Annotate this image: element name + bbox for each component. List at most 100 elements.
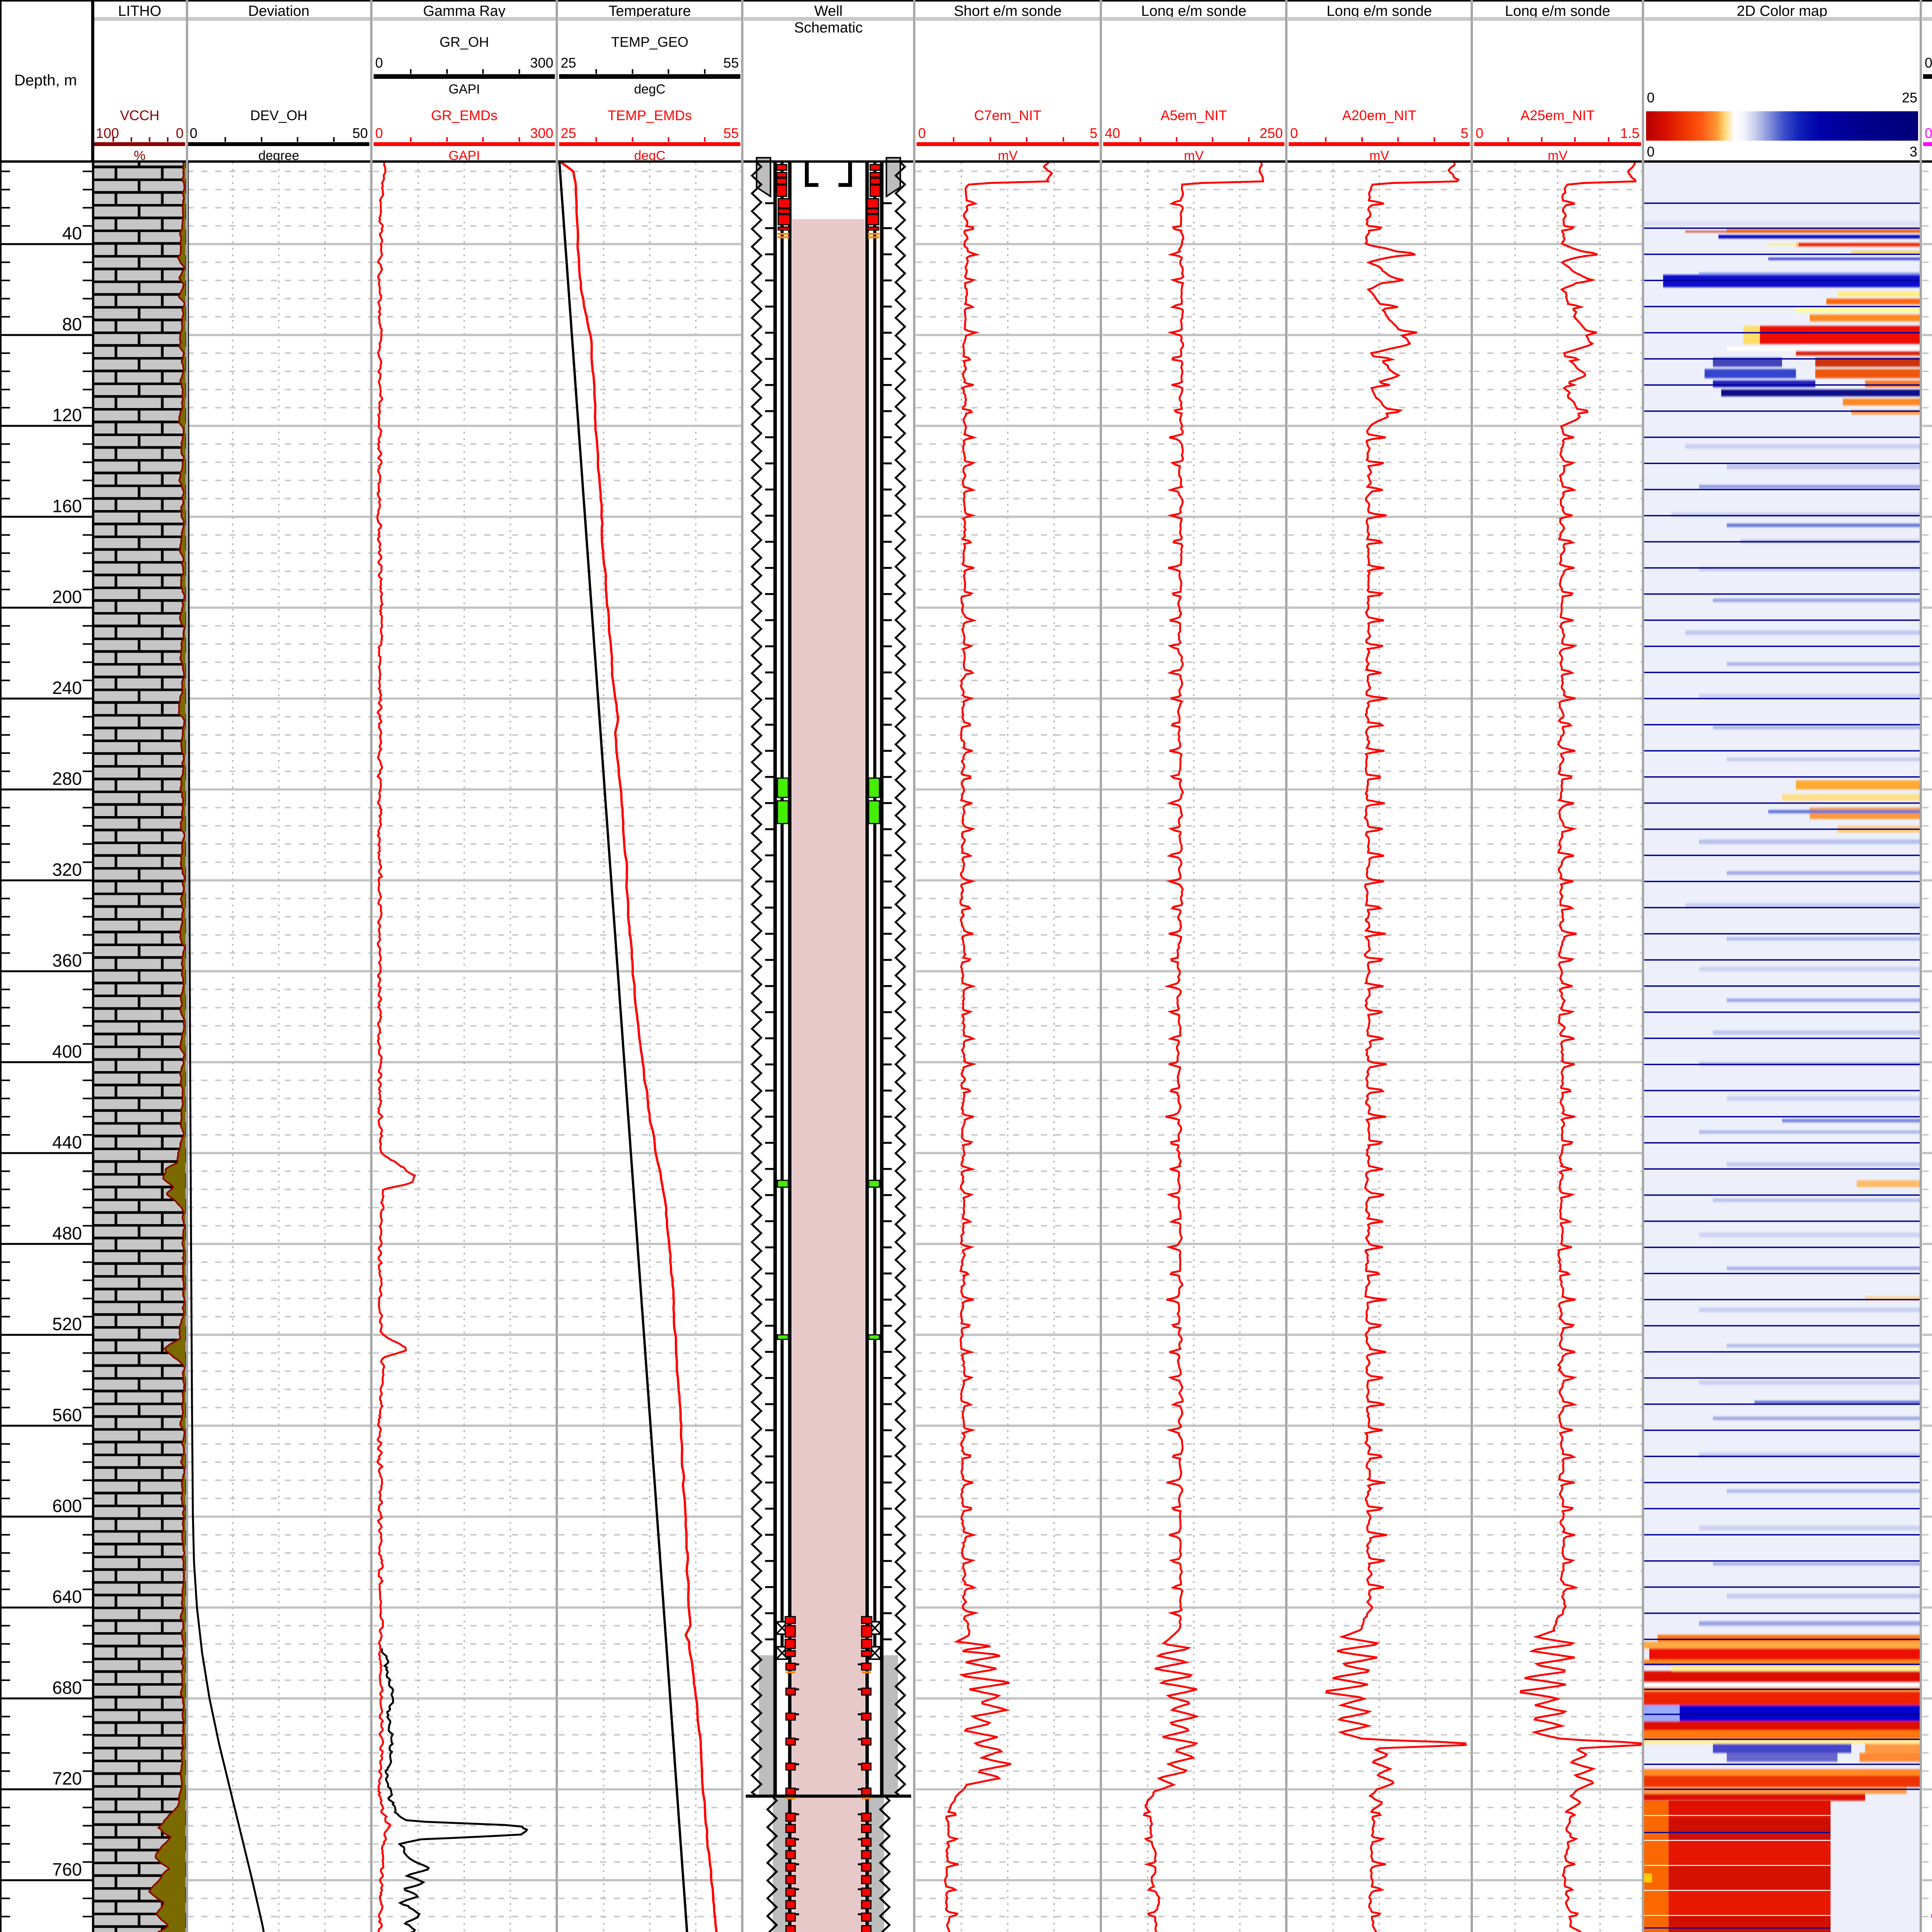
scale-tick <box>410 69 412 74</box>
track-plot-cmap <box>1644 162 1920 1932</box>
track-header-schem: Well Schematic <box>743 0 914 162</box>
scale-tick <box>1507 137 1509 142</box>
scale-tick <box>1212 137 1214 142</box>
scale-line <box>188 137 369 146</box>
svg-text:160: 160 <box>52 496 82 516</box>
scale-tick <box>1026 137 1028 142</box>
title-rule <box>94 17 186 21</box>
curve-label-GR_EMDs: GR_EMDs <box>431 107 498 123</box>
scale-tick <box>1397 137 1399 142</box>
track-plot-litho <box>93 162 187 1932</box>
scale-tick <box>1434 137 1435 142</box>
scale-right: 1.5 <box>1620 125 1639 141</box>
svg-text:640: 640 <box>52 1587 82 1607</box>
scale-left: 25 <box>561 55 577 71</box>
scale-tick <box>704 69 706 74</box>
svg-text:560: 560 <box>52 1405 82 1425</box>
scale-left: 0 <box>375 55 383 71</box>
curve-label-VCCH: VCCH <box>120 107 160 123</box>
scale-right: 55 <box>723 125 739 141</box>
title-rule <box>1288 17 1471 21</box>
svg-text:80: 80 <box>62 314 82 334</box>
gridlines <box>187 162 1932 1932</box>
scale-line <box>559 69 740 79</box>
svg-text:320: 320 <box>52 859 82 879</box>
scale-tick <box>297 137 299 142</box>
scale-tick <box>224 137 226 142</box>
scale-tick <box>131 137 132 142</box>
svg-text:360: 360 <box>52 951 82 971</box>
curve-label-GR_OH: GR_OH <box>439 34 489 50</box>
track-title: Long e/m sonde <box>1327 3 1432 19</box>
curve-label-A5em_NIT: A5em_NIT <box>1160 107 1227 123</box>
curve-c7 <box>944 162 1053 1932</box>
curve-label-TEMP_EMDs: TEMP_EMDs <box>607 107 692 123</box>
scale-line <box>1103 137 1284 146</box>
title-rule <box>1922 17 1932 21</box>
track-title: Long e/m sonde <box>1505 3 1611 19</box>
title-rule <box>1102 17 1285 21</box>
scale-line <box>374 137 555 146</box>
track-header-cmap: 2D Color map 0 25 0 3 <box>1644 0 1920 162</box>
scale-left: 25 <box>561 125 577 141</box>
track-header-c7: Short e/m sonde C7em_NIT 0 5 mV <box>915 0 1100 163</box>
scale-tick <box>410 137 412 142</box>
track-title: Deviation <box>248 3 310 19</box>
track-title: Long e/m sonde <box>1141 3 1247 19</box>
scale-line <box>1923 142 1932 146</box>
scale-tick <box>1248 137 1250 142</box>
scale-tick <box>668 137 670 142</box>
scale-left: 0 <box>918 125 926 141</box>
curve-temp_geo <box>558 162 689 1932</box>
scale-tick <box>1574 137 1576 142</box>
scale-tick <box>595 69 597 74</box>
log-curves <box>148 161 1932 1932</box>
curve-label-A25em_NIT: A25em_NIT <box>1520 107 1595 123</box>
curve-a25 <box>1519 162 1643 1932</box>
scale-tick <box>1062 137 1064 142</box>
scale-line <box>559 137 740 146</box>
scale-tick <box>953 137 955 142</box>
track-header-litho: LITHO VCCH 100 0% <box>93 0 187 163</box>
scale-tick <box>631 137 633 142</box>
scale-tick <box>668 69 670 74</box>
scale-line <box>374 69 555 79</box>
curve-a20 <box>1325 162 1467 1932</box>
svg-text:280: 280 <box>52 769 82 789</box>
curve-a5 <box>1143 162 1264 1932</box>
curve-t7c <box>1931 1913 1932 1918</box>
curve-dev <box>187 162 265 1932</box>
scale-right: 300 <box>530 125 553 141</box>
unit-label: degC <box>634 82 666 97</box>
header-top-border <box>0 0 1932 2</box>
scale-line <box>1923 74 1932 79</box>
scale-tick <box>1361 137 1363 142</box>
track-title: LITHO <box>118 3 162 19</box>
svg-text:600: 600 <box>52 1496 82 1516</box>
track-title: Well Schematic <box>794 3 863 36</box>
title-rule <box>744 17 913 21</box>
curve-label-A20em_NIT: A20em_NIT <box>1342 107 1417 123</box>
title-rule <box>373 17 556 21</box>
scale-left: 0 <box>1290 125 1298 141</box>
scale-tick <box>112 137 114 142</box>
curve-label-C7em_NIT: C7em_NIT <box>974 107 1042 123</box>
svg-text:40: 40 <box>62 223 82 243</box>
scale-right: 300 <box>530 55 553 71</box>
svg-text:240: 240 <box>52 678 82 698</box>
scale-tick <box>704 137 706 142</box>
scale-left: 0 <box>1925 55 1932 71</box>
scale-line <box>917 137 1099 146</box>
title-rule <box>1473 17 1642 21</box>
svg-text:520: 520 <box>52 1314 82 1334</box>
scale-tick <box>149 137 150 142</box>
scale-left: 0 <box>190 125 198 141</box>
scale-tick <box>519 137 520 142</box>
scale-tick <box>1541 137 1543 142</box>
scale-tick <box>167 137 168 142</box>
track-title: Short e/m sonde <box>954 3 1062 19</box>
scale-left: 0 <box>1476 125 1484 141</box>
svg-text:200: 200 <box>52 587 82 607</box>
scale-right: 50 <box>352 125 368 141</box>
